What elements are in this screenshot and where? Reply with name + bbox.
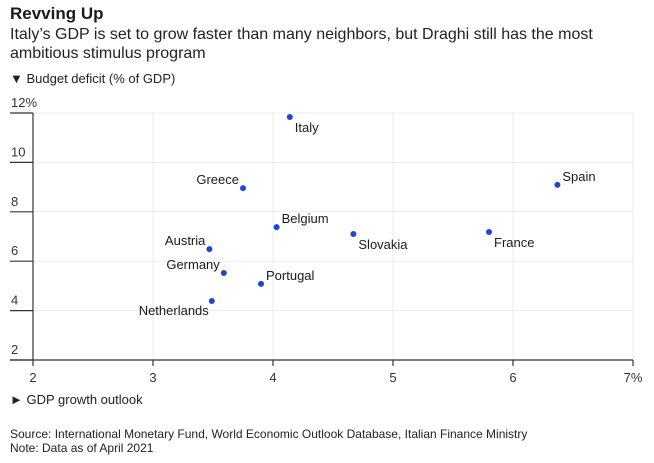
data-point-greece bbox=[240, 185, 246, 192]
chart-subtitle: Italy’s GDP is set to grow faster than m… bbox=[10, 26, 593, 62]
y-tick-label: 4 bbox=[11, 293, 18, 308]
data-point-austria bbox=[206, 246, 213, 253]
point-label-portugal: Portugal bbox=[266, 268, 315, 283]
data-date-note: Note: Data as of April 2021 bbox=[10, 441, 154, 455]
y-tick-label: 10 bbox=[11, 144, 25, 159]
y-tick-label: 2 bbox=[11, 342, 18, 357]
point-label-belgium: Belgium bbox=[282, 211, 329, 226]
data-point-germany bbox=[220, 270, 227, 277]
chart-footer: Source: International Monetary Fund, Wor… bbox=[10, 427, 527, 455]
point-label-germany: Germany bbox=[166, 257, 220, 272]
point-label-austria: Austria bbox=[165, 233, 206, 248]
data-point-belgium bbox=[273, 224, 280, 231]
point-label-spain: Spain bbox=[562, 169, 595, 184]
x-tick-label: 4 bbox=[269, 370, 276, 385]
data-point-spain bbox=[554, 181, 561, 188]
point-label-slovakia: Slovakia bbox=[358, 237, 408, 252]
tick-label-layer: 2 4 6 8 10 12% 2 3 4 5 6 7% bbox=[11, 95, 643, 385]
point-label-netherlands: Netherlands bbox=[139, 303, 210, 318]
point-label-greece: Greece bbox=[196, 172, 239, 187]
axis-layer bbox=[10, 112, 634, 366]
data-point-portugal bbox=[258, 280, 264, 287]
y-axis-label: ▼ Budget deficit (% of GDP) bbox=[10, 71, 176, 86]
grid-layer bbox=[33, 112, 634, 360]
data-point-netherlands bbox=[208, 297, 215, 304]
y-tick-label: 6 bbox=[11, 243, 18, 258]
data-point-italy bbox=[286, 113, 293, 120]
data-point-france bbox=[486, 229, 492, 236]
x-tick-label: 7% bbox=[624, 370, 643, 385]
x-tick-label: 2 bbox=[29, 370, 36, 385]
x-tick-label: 3 bbox=[149, 370, 156, 385]
x-tick-label: 5 bbox=[389, 370, 396, 385]
point-label-italy: Italy bbox=[295, 120, 319, 135]
x-tick-label: 6 bbox=[509, 370, 516, 385]
chart-title: Revving Up bbox=[10, 4, 104, 23]
point-layer: Italy Greece Spain Belgium Slovakia France Aus… bbox=[139, 113, 596, 318]
source-note: Source: International Monetary Fund, Wor… bbox=[10, 427, 528, 441]
data-point-slovakia bbox=[350, 231, 357, 238]
point-label-france: France bbox=[494, 235, 534, 250]
y-tick-label: 12% bbox=[11, 95, 37, 110]
y-tick-label: 8 bbox=[11, 194, 18, 209]
x-axis-label: ► GDP growth outlook bbox=[10, 392, 143, 407]
